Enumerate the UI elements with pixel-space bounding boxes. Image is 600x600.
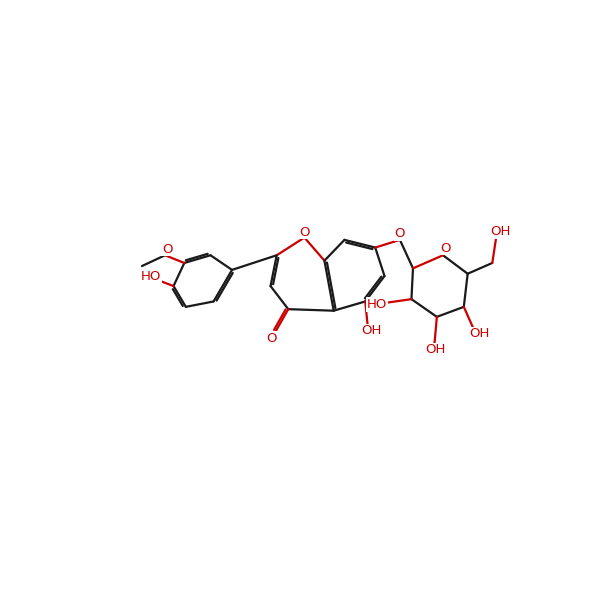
Text: OH: OH — [469, 328, 490, 340]
Text: HO: HO — [141, 269, 161, 283]
Text: OH: OH — [425, 343, 446, 356]
Text: OH: OH — [361, 324, 382, 337]
Text: O: O — [162, 242, 173, 256]
Text: O: O — [299, 226, 310, 239]
Text: O: O — [266, 332, 277, 345]
Text: HO: HO — [367, 298, 387, 311]
Text: OH: OH — [490, 225, 510, 238]
Text: O: O — [395, 227, 405, 240]
Text: O: O — [440, 242, 451, 255]
